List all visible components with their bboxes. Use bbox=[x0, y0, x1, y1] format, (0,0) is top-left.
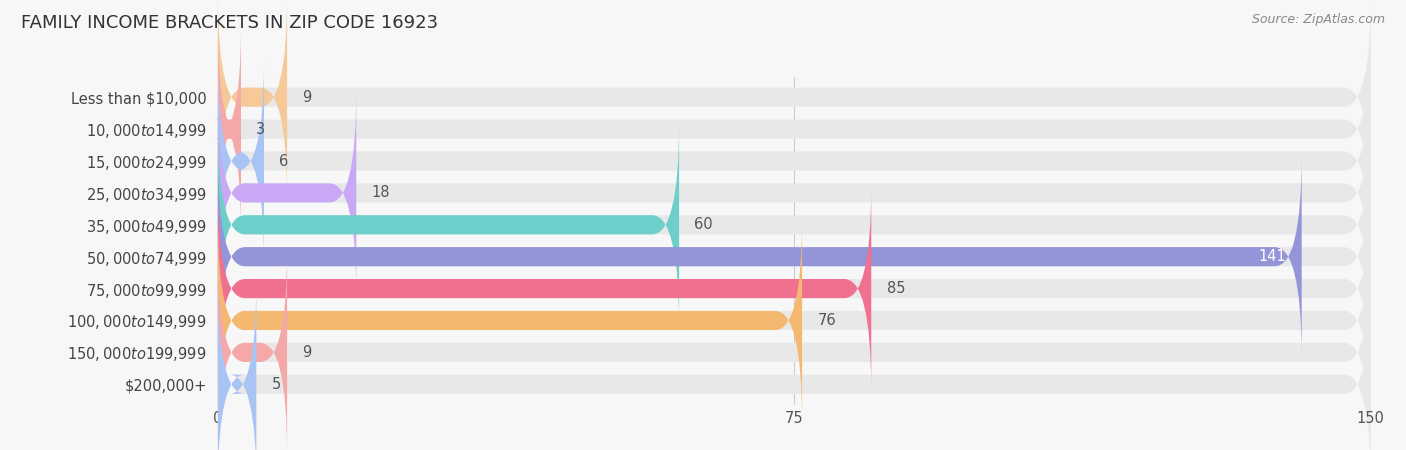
FancyBboxPatch shape bbox=[218, 91, 1371, 295]
FancyBboxPatch shape bbox=[218, 27, 1371, 231]
Text: 9: 9 bbox=[302, 90, 312, 105]
Text: FAMILY INCOME BRACKETS IN ZIP CODE 16923: FAMILY INCOME BRACKETS IN ZIP CODE 16923 bbox=[21, 14, 439, 32]
FancyBboxPatch shape bbox=[218, 250, 1371, 450]
FancyBboxPatch shape bbox=[218, 123, 1371, 327]
FancyBboxPatch shape bbox=[218, 155, 1371, 359]
FancyBboxPatch shape bbox=[218, 282, 256, 450]
Text: 141: 141 bbox=[1258, 249, 1286, 264]
FancyBboxPatch shape bbox=[218, 250, 287, 450]
FancyBboxPatch shape bbox=[218, 187, 872, 391]
FancyBboxPatch shape bbox=[218, 218, 1371, 423]
FancyBboxPatch shape bbox=[218, 155, 1302, 359]
Text: 18: 18 bbox=[371, 185, 389, 200]
FancyBboxPatch shape bbox=[218, 59, 264, 263]
FancyBboxPatch shape bbox=[218, 0, 1371, 199]
FancyBboxPatch shape bbox=[214, 27, 245, 231]
Text: 6: 6 bbox=[280, 153, 288, 168]
FancyBboxPatch shape bbox=[218, 0, 287, 199]
FancyBboxPatch shape bbox=[218, 91, 356, 295]
Text: Source: ZipAtlas.com: Source: ZipAtlas.com bbox=[1251, 14, 1385, 27]
Text: 9: 9 bbox=[302, 345, 312, 360]
FancyBboxPatch shape bbox=[218, 187, 1371, 391]
Text: 76: 76 bbox=[817, 313, 837, 328]
FancyBboxPatch shape bbox=[218, 59, 1371, 263]
Text: 3: 3 bbox=[256, 122, 266, 137]
Text: 60: 60 bbox=[695, 217, 713, 232]
FancyBboxPatch shape bbox=[218, 282, 1371, 450]
FancyBboxPatch shape bbox=[218, 123, 679, 327]
Text: 85: 85 bbox=[887, 281, 905, 296]
FancyBboxPatch shape bbox=[218, 218, 801, 423]
Text: 5: 5 bbox=[271, 377, 281, 392]
